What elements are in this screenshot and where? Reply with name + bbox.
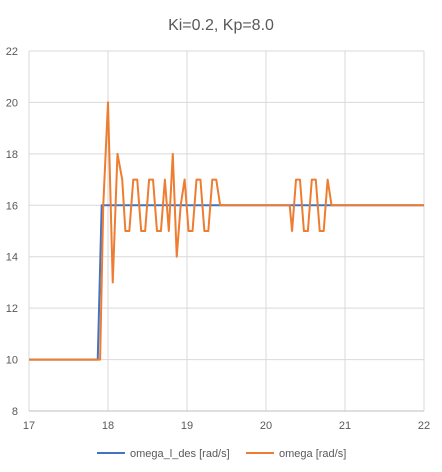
legend-label: omega_l_des [rad/s] bbox=[130, 448, 230, 460]
gridlines bbox=[28, 50, 425, 412]
x-tick-label: 20 bbox=[260, 420, 272, 432]
x-tick-label: 21 bbox=[339, 420, 351, 432]
x-tick-label: 19 bbox=[181, 420, 193, 432]
y-tick-label: 8 bbox=[12, 406, 18, 418]
series-line-omega-l-des bbox=[29, 204, 424, 361]
y-tick-label: 20 bbox=[6, 97, 18, 109]
x-tick-label: 18 bbox=[102, 420, 114, 432]
y-tick-label: 14 bbox=[6, 252, 18, 264]
x-tick-label: 17 bbox=[23, 420, 35, 432]
legend-label: omega [rad/s] bbox=[279, 448, 346, 460]
x-tick-label: 22 bbox=[418, 420, 430, 432]
axes: 8 10 12 14 16 18 20 22 17 18 19 20 21 22 bbox=[6, 46, 430, 432]
series-line-omega bbox=[29, 101, 424, 361]
y-tick-label: 10 bbox=[6, 355, 18, 367]
series-lines bbox=[29, 101, 424, 361]
legend: omega_l_des [rad/s] omega [rad/s] bbox=[97, 448, 346, 460]
y-tick-label: 16 bbox=[6, 200, 18, 212]
y-tick-label: 12 bbox=[6, 303, 18, 315]
chart-title: Ki=0.2, Kp=8.0 bbox=[168, 17, 274, 34]
y-tick-label: 18 bbox=[6, 149, 18, 161]
y-tick-label: 22 bbox=[6, 46, 18, 58]
